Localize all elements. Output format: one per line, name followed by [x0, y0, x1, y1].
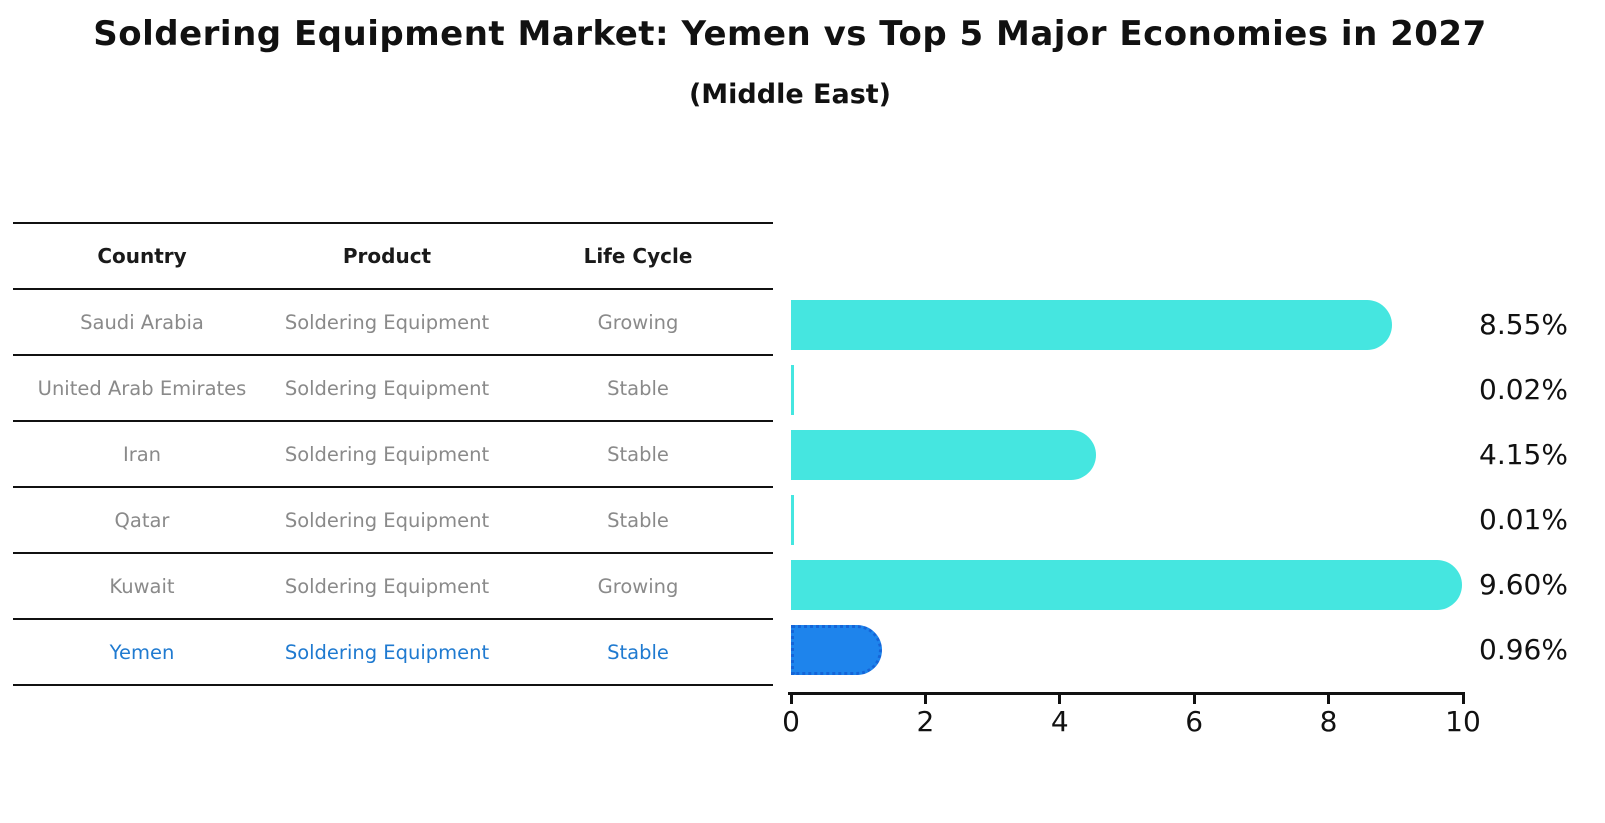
product-cell: Soldering Equipment [284, 640, 490, 664]
x-axis-line [788, 692, 1465, 695]
life-cycle-cell: Growing [597, 574, 679, 598]
bar-kuwait [791, 560, 1463, 610]
country-cell: Qatar [114, 508, 170, 532]
x-axis-tick [1058, 695, 1062, 704]
x-axis-tick-label: 8 [1319, 705, 1338, 738]
x-axis-tick [923, 695, 927, 704]
table-row: Saudi Arabia Soldering Equipment Growing [13, 290, 773, 356]
bar-value-label: 8.55% [1479, 308, 1568, 341]
country-table: Country Product Life Cycle Saudi Arabia … [13, 222, 773, 686]
product-cell: Soldering Equipment [284, 376, 490, 400]
bar-qatar [791, 495, 794, 545]
country-cell: Iran [122, 442, 162, 466]
product-cell: Soldering Equipment [284, 508, 490, 532]
bar-value-label: 0.02% [1479, 373, 1568, 406]
table-row: Kuwait Soldering Equipment Growing [13, 554, 773, 620]
life-cycle-cell: Stable [607, 508, 669, 532]
country-cell: Kuwait [109, 574, 175, 598]
country-cell: Yemen [109, 640, 175, 664]
column-header-life-cycle: Life Cycle [583, 244, 693, 268]
x-axis-tick [1461, 695, 1465, 704]
country-cell: Saudi Arabia [80, 310, 204, 334]
bar-value-label: 0.96% [1479, 633, 1568, 666]
x-axis-tick-label: 0 [782, 705, 800, 738]
bar-iran [791, 430, 1096, 480]
x-axis-tick [1327, 695, 1331, 704]
table-row: Qatar Soldering Equipment Stable [13, 488, 773, 554]
column-header-product: Product [342, 244, 432, 268]
x-axis-tick [789, 695, 793, 704]
table-header-row: Country Product Life Cycle [13, 224, 773, 290]
life-cycle-cell: Stable [607, 376, 669, 400]
x-axis-tick-label: 2 [916, 705, 935, 738]
x-axis-tick [1192, 695, 1196, 704]
table-row: Iran Soldering Equipment Stable [13, 422, 773, 488]
x-axis-tick-label: 4 [1050, 705, 1069, 738]
life-cycle-cell: Stable [607, 442, 669, 466]
life-cycle-cell: Stable [607, 640, 669, 664]
x-axis-tick-label: 10 [1445, 705, 1481, 738]
table-row: United Arab Emirates Soldering Equipment… [13, 356, 773, 422]
table-row-yemen-highlighted: Yemen Soldering Equipment Stable [13, 620, 773, 686]
bar-yemen-highlighted [791, 625, 882, 675]
x-axis-tick-label: 6 [1185, 705, 1204, 738]
product-cell: Soldering Equipment [284, 442, 490, 466]
product-cell: Soldering Equipment [284, 310, 490, 334]
country-cell: United Arab Emirates [37, 376, 247, 400]
chart-subtitle: (Middle East) [688, 79, 892, 110]
product-cell: Soldering Equipment [284, 574, 490, 598]
column-header-country: Country [97, 244, 187, 268]
life-cycle-cell: Growing [597, 310, 679, 334]
bar-value-label: 4.15% [1479, 438, 1568, 471]
bar-value-label: 9.60% [1479, 568, 1568, 601]
bar-saudi-arabia [791, 300, 1392, 350]
bar-value-label: 0.01% [1479, 503, 1568, 536]
chart-title: Soldering Equipment Market: Yemen vs Top… [93, 14, 1487, 54]
bar-united-arab-emirates [791, 365, 794, 415]
